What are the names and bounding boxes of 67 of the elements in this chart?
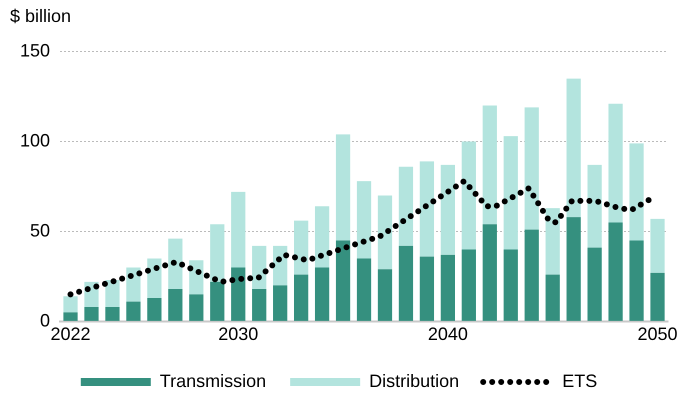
bar: [105, 307, 120, 321]
x-tick-label: 2040: [428, 324, 468, 344]
bar: [440, 254, 455, 321]
bar: [147, 258, 162, 298]
bar: [168, 238, 182, 290]
bar: [231, 192, 246, 268]
bar: [524, 230, 539, 321]
bar: [105, 280, 120, 308]
bar: [231, 267, 246, 321]
bar: [252, 246, 266, 290]
y-axis-title: $ billion: [10, 6, 72, 26]
bar: [273, 285, 288, 321]
bar: [314, 206, 330, 268]
bar: [273, 246, 288, 286]
legend-label: Transmission: [160, 370, 266, 391]
bar: [147, 298, 162, 321]
bar: [189, 294, 204, 321]
bar: [524, 107, 539, 230]
bar: [482, 224, 497, 321]
y-tick-label: 0: [40, 310, 50, 330]
bar: [294, 220, 308, 275]
bar: [629, 240, 644, 321]
bar: [608, 104, 623, 222]
bar: [398, 166, 414, 246]
bar: [650, 218, 665, 273]
x-tick-label: 2050: [637, 324, 678, 344]
bar: [336, 240, 350, 321]
y-tick-label: 100: [20, 130, 50, 150]
bar: [566, 78, 581, 218]
bar: [608, 222, 623, 321]
bar: [629, 143, 644, 240]
bar: [84, 307, 99, 321]
legend-label: Distribution: [369, 370, 460, 391]
x-tick-label: 2022: [50, 324, 91, 344]
bar: [504, 136, 518, 250]
bar: [440, 164, 455, 255]
bar: [356, 258, 372, 321]
bar: [63, 296, 78, 312]
bar: [398, 246, 414, 321]
bar: [462, 249, 476, 321]
bar: [168, 289, 182, 321]
legend-label: ETS: [562, 370, 598, 391]
bar: [587, 164, 602, 248]
y-tick-label: 150: [20, 40, 50, 61]
bar: [210, 282, 224, 321]
bar: [420, 161, 434, 257]
bar: [566, 217, 581, 321]
y-tick-label: 50: [30, 220, 50, 240]
bar: [587, 248, 602, 321]
bar: [378, 269, 392, 321]
bar: [482, 106, 497, 224]
bar: [336, 134, 350, 240]
bar: [252, 289, 266, 321]
bar: [378, 195, 392, 270]
bar: [462, 142, 476, 250]
bar: [546, 208, 560, 275]
bar: [420, 256, 434, 321]
bar: [650, 272, 665, 321]
bar: [126, 302, 141, 321]
bar: [63, 312, 78, 321]
bar: [546, 274, 560, 321]
bar: [210, 224, 224, 282]
bar: [504, 249, 518, 321]
bar: [356, 181, 372, 258]
bar: [314, 267, 330, 321]
bar: [294, 274, 308, 321]
x-tick-label: 2030: [218, 324, 258, 344]
